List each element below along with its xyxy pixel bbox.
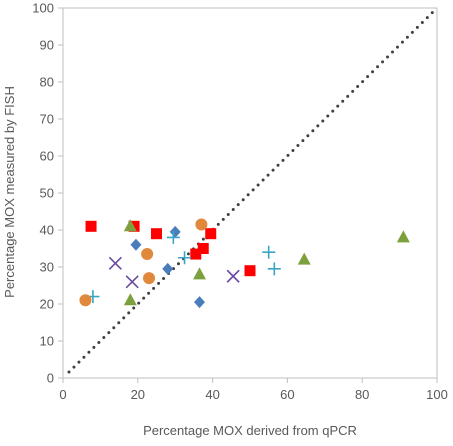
triangle-point — [396, 230, 410, 243]
circle-point — [143, 272, 156, 285]
plus-point — [166, 230, 180, 244]
axes: 0 20 40 60 80 100 0 10 20 30 40 50 60 70 80 90 100 — [32, 1, 448, 403]
diamond-point — [162, 262, 174, 275]
reference-line-layer — [67, 6, 439, 374]
plus-point — [267, 262, 281, 276]
y-tick-label: 0 — [47, 371, 54, 386]
circle-point — [141, 248, 154, 261]
x-tick-label: 80 — [355, 387, 369, 402]
circle-point — [79, 294, 92, 307]
x-tick-label: 60 — [280, 387, 294, 402]
circle-point — [195, 218, 208, 231]
x-tick-label: 20 — [131, 387, 145, 402]
x-tick-label: 100 — [426, 387, 448, 402]
plus-point — [262, 245, 276, 259]
y-tick-label: 100 — [32, 1, 54, 16]
square-point — [190, 248, 202, 260]
y-tick-label: 70 — [40, 112, 54, 127]
x-point — [125, 275, 139, 289]
diamond-point — [169, 225, 181, 238]
plus-point — [178, 251, 192, 265]
y-tick-label: 60 — [40, 149, 54, 164]
y-tick-label: 20 — [40, 297, 54, 312]
x-point — [108, 256, 122, 270]
square-point — [205, 228, 217, 240]
y-axis-label: Percentage MOX measured by FISH — [2, 86, 17, 298]
y-tick-label: 30 — [40, 260, 54, 275]
square-point — [197, 243, 209, 254]
square-point — [151, 228, 162, 240]
x-tick-label: 0 — [59, 387, 66, 402]
x-point — [226, 269, 240, 283]
triangle-point — [123, 219, 137, 232]
reference-line — [67, 6, 439, 374]
y-tick-label: 40 — [40, 223, 54, 238]
triangle-point — [297, 252, 311, 265]
square-point — [244, 265, 256, 277]
triangle-point — [123, 293, 137, 306]
triangle-point — [193, 267, 207, 280]
x-axis-label: Percentage MOX derived from qPCR — [143, 423, 357, 438]
y-tick-label: 80 — [40, 75, 54, 90]
y-tick-label: 50 — [40, 186, 54, 201]
diamond-point — [130, 238, 142, 251]
y-tick-label: 10 — [40, 334, 54, 349]
data-points — [79, 218, 410, 309]
square-point — [85, 220, 97, 232]
x-tick-label: 40 — [205, 387, 219, 402]
y-tick-label: 90 — [40, 38, 54, 53]
diamond-point — [194, 296, 206, 309]
